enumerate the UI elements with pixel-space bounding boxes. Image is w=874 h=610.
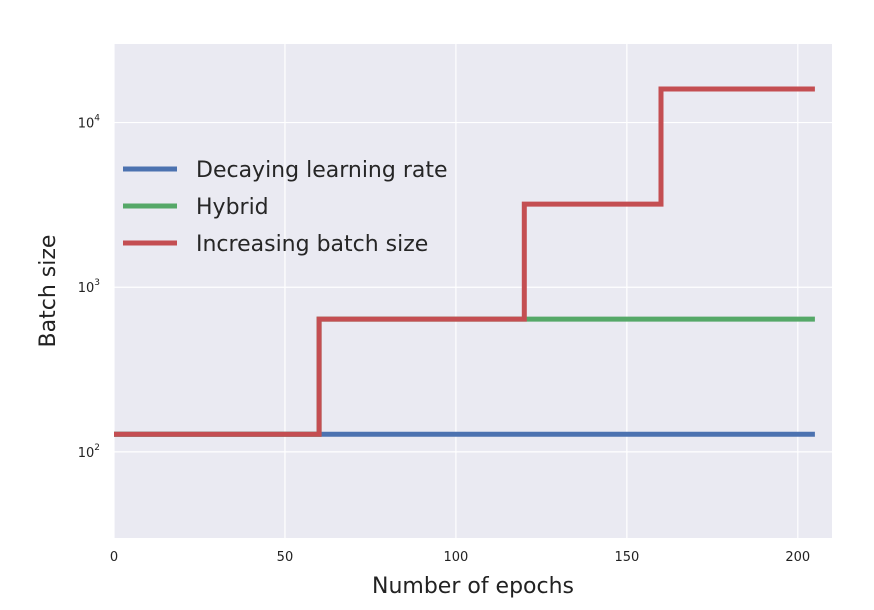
y-tick-labels: 102 103 104 — [78, 114, 101, 461]
x-axis-label: Number of epochs — [372, 574, 574, 599]
x-tick-labels: 0 50 100 150 200 — [110, 550, 810, 565]
series-lines — [114, 86, 815, 437]
plot-background — [114, 44, 832, 538]
grid-lines — [113, 44, 832, 538]
legend: Decaying learning rate Hybrid Increasing b… — [123, 158, 448, 257]
legend-label-0: Decaying learning rate — [196, 158, 448, 183]
y-tick-label-1: 103 — [78, 278, 100, 296]
series-line-2 — [114, 86, 815, 437]
x-tick-label-4: 200 — [785, 550, 810, 565]
y-axis-label: Batch size — [36, 235, 61, 348]
x-tick-label-2: 100 — [443, 550, 468, 565]
x-tick-label-1: 50 — [277, 550, 294, 565]
x-tick-label-3: 150 — [614, 550, 639, 565]
x-tick-label-0: 0 — [110, 550, 118, 565]
legend-label-2: Increasing batch size — [196, 232, 428, 257]
legend-label-1: Hybrid — [196, 195, 269, 220]
y-tick-label-0: 102 — [78, 443, 100, 461]
y-tick-label-2: 104 — [78, 114, 101, 132]
